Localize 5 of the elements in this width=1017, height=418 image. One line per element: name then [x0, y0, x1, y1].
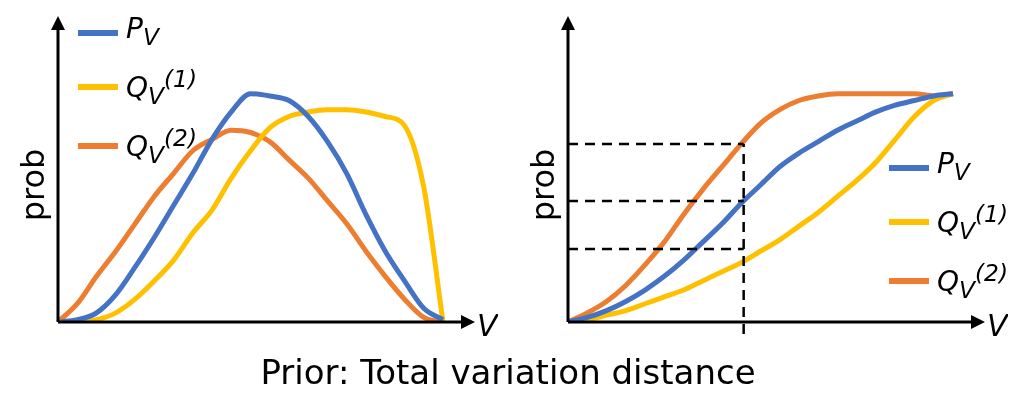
y-axis-title: prob	[14, 148, 53, 222]
legend-label: P$_{V}$	[126, 11, 159, 53]
legend-label: P$_{V}$	[936, 146, 970, 188]
text: Prior: Total variation distance	[259, 352, 757, 392]
y-axis-title: prob	[524, 148, 563, 222]
